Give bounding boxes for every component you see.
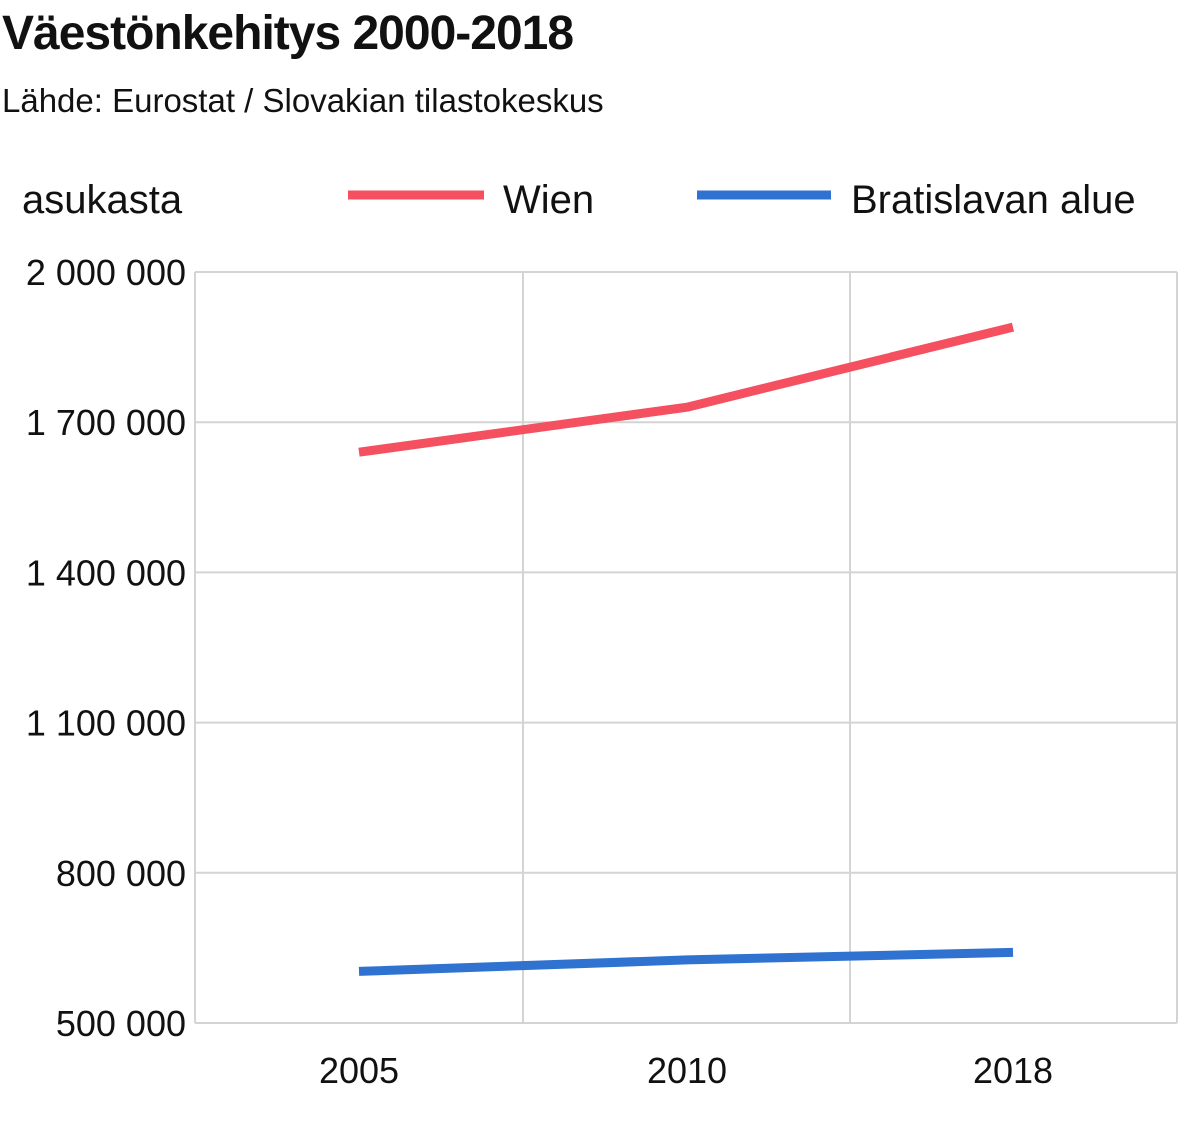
y-tick-label: 1 100 000 (26, 703, 186, 744)
legend-label: Wien (503, 178, 594, 222)
y-tick-label: 1 400 000 (26, 552, 186, 593)
y-axis-ticks: 500 000 800 000 1 100 000 1 400 000 1 700 00… (26, 252, 186, 1044)
y-tick-label: 2 000 000 (26, 252, 186, 293)
legend: Wien Bratislavan alue (348, 178, 1136, 222)
series-line-wien (358, 322, 1015, 457)
x-axis-ticks: 2005 2010 2018 (319, 1050, 1053, 1091)
y-axis-label: asukasta (22, 178, 183, 222)
y-tick-label: 500 000 (56, 1003, 186, 1044)
x-tick-label: 2010 (647, 1050, 727, 1091)
x-tick-label: 2005 (319, 1050, 399, 1091)
chart-subtitle: Lähde: Eurostat / Slovakian tilastokesku… (2, 82, 604, 119)
grid (194, 271, 1178, 1024)
series-lines (358, 322, 1015, 976)
series-line-bratislavan-alue (358, 947, 1014, 976)
x-tick-label: 2018 (973, 1050, 1053, 1091)
legend-label: Bratislavan alue (851, 178, 1136, 222)
y-tick-label: 1 700 000 (26, 402, 186, 443)
y-tick-label: 800 000 (56, 853, 186, 894)
chart-title: Väestönkehitys 2000-2018 (2, 7, 574, 60)
